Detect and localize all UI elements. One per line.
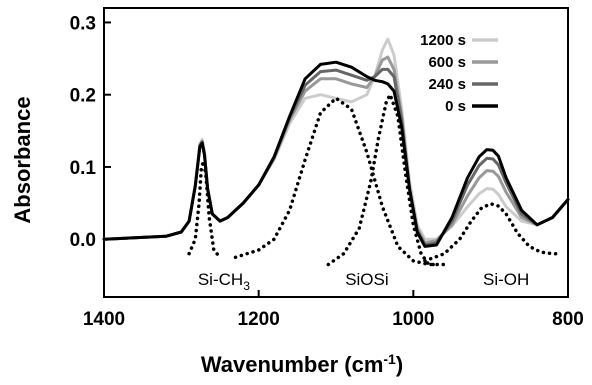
x-tick-label: 1000 bbox=[392, 309, 434, 330]
y-axis-title: Absorbance bbox=[10, 96, 35, 223]
x-tick-label: 1200 bbox=[238, 309, 280, 330]
peak-annotation: Si-OH bbox=[483, 270, 529, 289]
x-axis-title: Wavenumber (cm-1) bbox=[201, 351, 403, 377]
plot-frame bbox=[103, 7, 569, 298]
series-line bbox=[102, 60, 570, 248]
series-line bbox=[102, 55, 570, 245]
fit-component-line bbox=[187, 159, 222, 260]
peak-annotation: SiOSi bbox=[345, 270, 388, 289]
tick-layer: 1400 1200 1000 800 0.0 0.1 0.2 0.3 bbox=[70, 13, 584, 330]
series-layer bbox=[102, 37, 570, 267]
y-tick-label: 0.1 bbox=[70, 158, 97, 179]
fit-component-line bbox=[233, 96, 447, 267]
legend-label: 1200 s bbox=[420, 32, 466, 49]
fit-component-line bbox=[326, 92, 439, 267]
legend-label: 240 s bbox=[428, 76, 466, 93]
y-tick-label: 0.2 bbox=[70, 86, 96, 107]
series-line bbox=[102, 37, 570, 241]
peak-annotation: Si-CH3 bbox=[198, 270, 250, 293]
legend-label: 0 s bbox=[445, 98, 466, 115]
y-tick-label: 0.0 bbox=[70, 230, 96, 251]
y-tick-label: 0.3 bbox=[70, 13, 96, 34]
legend: 1200 s 600 s 240 s 0 s bbox=[420, 32, 498, 115]
legend-label: 600 s bbox=[428, 54, 466, 71]
annotation-layer: Si-CH3 SiOSi Si-OH bbox=[198, 270, 529, 293]
plot-border bbox=[103, 7, 569, 298]
fit-component-line bbox=[423, 202, 563, 263]
x-tick-label: 1400 bbox=[83, 309, 125, 330]
x-tick-label: 800 bbox=[552, 309, 584, 330]
